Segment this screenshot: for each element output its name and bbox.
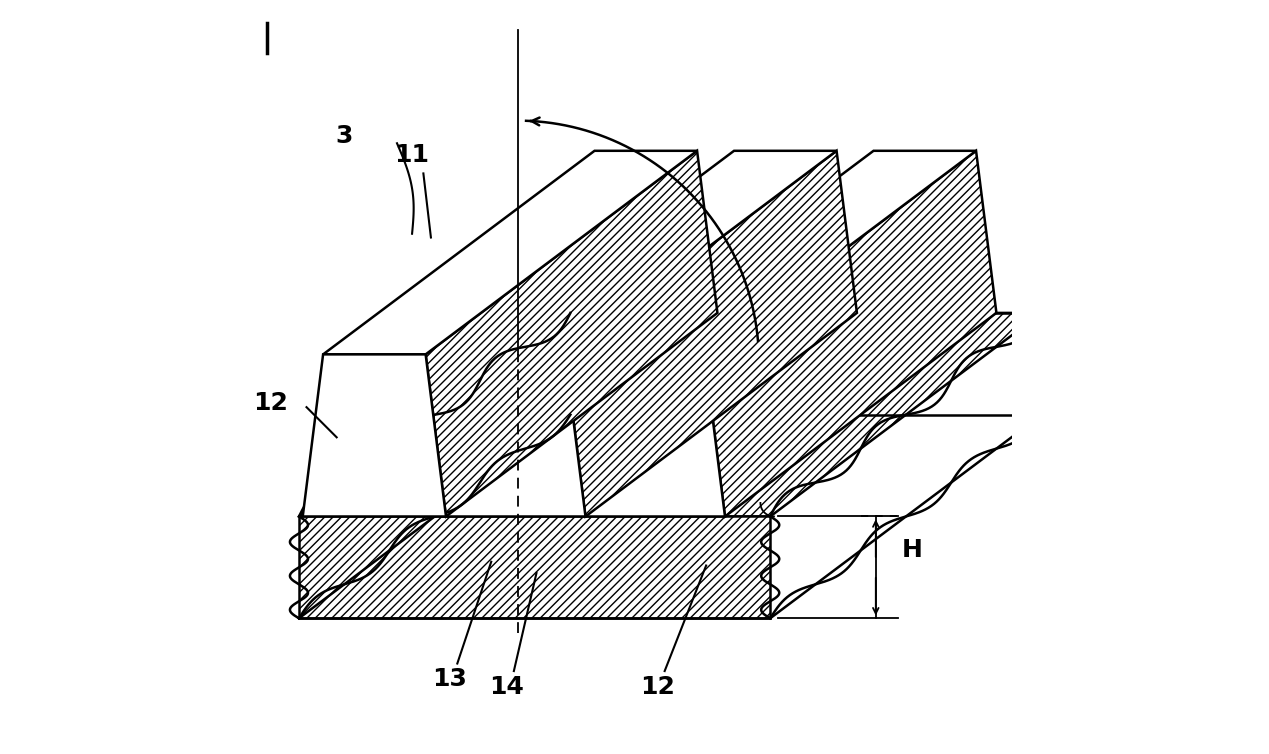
Text: H: H: [902, 538, 923, 562]
Polygon shape: [442, 354, 585, 516]
Polygon shape: [425, 151, 717, 516]
Polygon shape: [324, 151, 697, 354]
Text: 3: 3: [335, 124, 353, 148]
Text: 12: 12: [253, 391, 288, 415]
Polygon shape: [299, 516, 770, 618]
Polygon shape: [299, 313, 1042, 516]
Text: 14: 14: [489, 675, 524, 699]
Polygon shape: [602, 151, 976, 354]
Polygon shape: [463, 151, 836, 354]
Polygon shape: [303, 354, 445, 516]
Text: 11: 11: [395, 143, 430, 167]
Polygon shape: [704, 151, 996, 516]
Polygon shape: [565, 151, 857, 516]
Text: 12: 12: [640, 675, 675, 699]
Polygon shape: [581, 354, 725, 516]
Text: 13: 13: [433, 667, 467, 691]
